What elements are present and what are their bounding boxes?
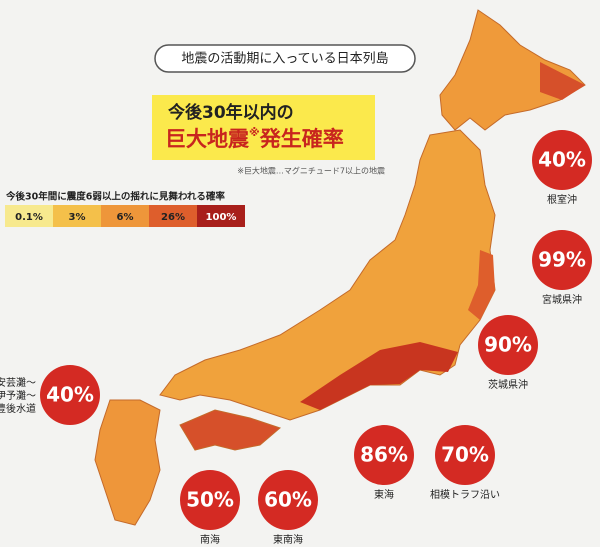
region-name: 伊予灘～ (0, 389, 36, 402)
region-value: 60% (264, 488, 312, 512)
headline-note: ※巨大地震…マグニチュード7以上の地震 (237, 166, 385, 176)
pacific-coast (300, 342, 458, 410)
legend-swatch (197, 205, 245, 227)
region-value: 50% (186, 488, 234, 512)
region-name: 東海 (374, 488, 394, 501)
region-circle (435, 425, 495, 485)
headline-rest: 発生確率 (259, 127, 344, 151)
region-value: 90% (484, 333, 532, 357)
region-circle (40, 365, 100, 425)
shikoku (179, 409, 281, 451)
legend-label: 100% (206, 212, 237, 223)
region-name: 豊後水道 (0, 402, 36, 415)
map (94, 9, 586, 526)
headline-mark: ※ (249, 126, 260, 139)
region-name: 相模トラフ沿い (430, 488, 500, 501)
title-pill (154, 44, 416, 73)
legend-swatch (5, 205, 53, 227)
headline-line1: 今後30年以内の (168, 102, 294, 123)
region-name: 宮城県沖 (542, 293, 582, 306)
legend-label: 0.1% (15, 212, 43, 223)
title: 地震の活動期に入っている日本列島 (181, 52, 388, 67)
region-value: 40% (46, 383, 94, 407)
legend-label: 26% (161, 212, 185, 223)
region-name: 南海 (200, 533, 220, 546)
legend-title: 今後30年間に震度6弱以上の揺れに見舞われる確率 (5, 191, 225, 203)
region-name: 根室沖 (547, 193, 577, 206)
region-circle (354, 425, 414, 485)
region-circle (532, 130, 592, 190)
legend-label: 3% (69, 212, 86, 223)
region-circle (180, 470, 240, 530)
legend-label: 6% (117, 212, 134, 223)
legend-swatch (149, 205, 197, 227)
headline-box (152, 95, 375, 160)
region-circle (258, 470, 318, 530)
region-value: 86% (360, 443, 408, 467)
headline-line2: 巨大地震※発生確率 (165, 126, 344, 151)
tohoku-coast (468, 250, 495, 320)
region-name: 茨城県沖 (488, 378, 528, 391)
hokkaido-east (540, 62, 585, 100)
region-name: 安芸灘～ (0, 376, 36, 389)
headline-main: 巨大地震 (165, 127, 250, 151)
region-value: 99% (538, 248, 586, 272)
legend-swatch (101, 205, 149, 227)
region-value: 40% (538, 148, 586, 172)
region-value: 70% (441, 443, 489, 467)
region-circle (532, 230, 592, 290)
region-circle (478, 315, 538, 375)
legend-swatch (53, 205, 101, 227)
region-name: 東南海 (273, 533, 303, 546)
kyushu (94, 399, 161, 526)
